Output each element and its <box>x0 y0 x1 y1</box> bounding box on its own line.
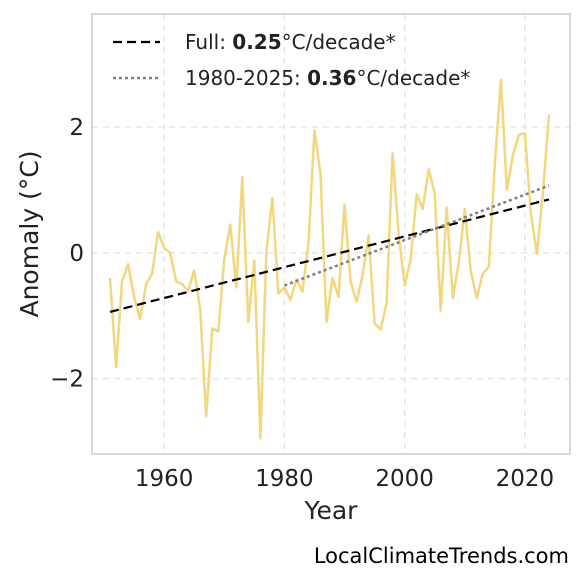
legend: Full: 0.25°C/decade*1980-2025: 0.36°C/de… <box>113 30 470 90</box>
legend-label: Full: 0.25°C/decade* <box>185 30 396 54</box>
y-tick-label: 0 <box>69 241 84 267</box>
y-axis-ticks: −2 0 2 <box>50 115 84 392</box>
y-tick-label: −2 <box>50 367 84 393</box>
legend-series-name: 1980-2025: <box>185 66 307 90</box>
x-tick-label: 1980 <box>255 466 314 492</box>
y-tick-label: 2 <box>69 115 84 141</box>
legend-unit: °C/decade* <box>356 66 470 90</box>
x-axis-ticks: 1960 1980 2000 2020 <box>135 466 554 492</box>
legend-series-name: Full: <box>185 30 232 54</box>
legend-unit: °C/decade* <box>282 30 396 54</box>
credit-text: LocalClimateTrends.com <box>313 544 569 568</box>
y-axis-title: Anomaly (°C) <box>15 150 44 317</box>
x-axis-title: Year <box>304 496 359 525</box>
grid <box>92 14 570 454</box>
series-layer <box>108 78 551 440</box>
legend-entry: Full: 0.25°C/decade* <box>113 30 396 54</box>
x-tick-label: 1960 <box>135 466 194 492</box>
anomaly-series-line <box>108 78 551 440</box>
x-tick-label: 2020 <box>496 466 555 492</box>
legend-entry: 1980-2025: 0.36°C/decade* <box>113 66 470 90</box>
plot-frame <box>91 13 571 455</box>
legend-rate: 0.25 <box>232 30 281 54</box>
x-tick-label: 2000 <box>375 466 434 492</box>
legend-label: 1980-2025: 0.36°C/decade* <box>185 66 470 90</box>
legend-rate: 0.36 <box>307 66 356 90</box>
recent-trend-line <box>283 184 550 287</box>
full-trend-line <box>109 198 550 313</box>
